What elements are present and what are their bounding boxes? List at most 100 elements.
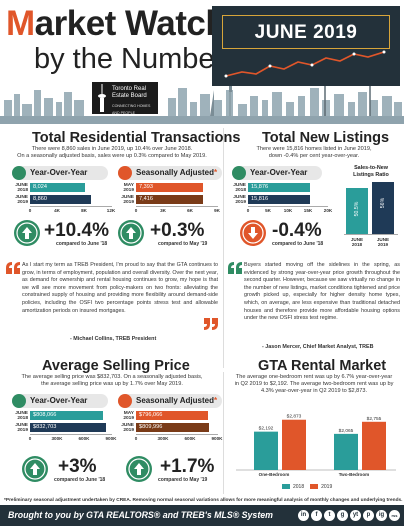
- calendar-icon: [118, 394, 132, 408]
- rental-category-two-bedroom: Two-Bedroom: [338, 472, 370, 477]
- open-quote-icon: [6, 262, 20, 274]
- residential-yoy-row2: JUNE 2019: [15, 195, 28, 206]
- up-arrow-icon: [14, 220, 40, 246]
- logo-subtext: CONNECTING HOMES AND PEOPLE: [112, 104, 151, 115]
- rental-bar-two-bedroom-2019: [362, 421, 386, 470]
- bar-value: 50.5%: [354, 201, 360, 217]
- residential-sa-pct: +0.3%: [150, 220, 205, 241]
- tick-label: 300K: [157, 436, 169, 441]
- listings-yoy-label: Year-Over-Year: [250, 168, 308, 177]
- google-plus-icon[interactable]: g: [337, 510, 348, 521]
- ratio-title: Sales-to-New Listings Ratio: [353, 165, 389, 178]
- twitter-icon[interactable]: t: [324, 510, 335, 521]
- residential-sa-label: Seasonally Adjusted: [136, 168, 214, 177]
- price-sa-marker: *: [213, 396, 218, 405]
- up-arrow-icon: [118, 220, 144, 246]
- president-signature: - Michael Collins, TREB President: [70, 336, 157, 342]
- footer-credit: Brought to you by GTA REALTORS® and TREB…: [8, 510, 273, 520]
- rental-bar-two-bedroom-2018: [334, 433, 358, 470]
- residential-sa-bar-may: 7,393: [136, 183, 203, 192]
- axis-line: [30, 206, 112, 207]
- up-arrow-icon: [22, 456, 48, 482]
- legend-label-2018: 2018: [293, 484, 305, 490]
- listings-desc-1: There were 15,816 homes listed in June 2…: [256, 146, 372, 152]
- up-arrow-icon: [126, 456, 152, 482]
- tick-label: 900K: [211, 436, 223, 441]
- open-quote-icon: [228, 262, 242, 274]
- price-yoy-label: Year-Over-Year: [30, 396, 88, 405]
- rental-desc-2: in Q2 2019 to $2,192. The average two-be…: [234, 381, 394, 387]
- price-yoy-bar-2018: $808,066: [30, 411, 103, 420]
- price-sa-row2: JUNE 2019: [121, 423, 134, 434]
- down-arrow-icon: [240, 220, 266, 246]
- rental-bar-value: $2,065: [339, 428, 354, 434]
- tick-label: 5K: [265, 208, 271, 213]
- calendar-icon: [12, 394, 26, 408]
- axis-line: [30, 434, 112, 435]
- residential-yoy-label: Year-Over-Year: [30, 168, 88, 177]
- treb-logo: Toronto Real Estate Board CONNECTING HOM…: [92, 82, 158, 115]
- axis-line: [344, 234, 398, 235]
- ratio-label-2018: JUNE 2018: [350, 237, 364, 247]
- tick-label: 10K: [283, 208, 293, 213]
- listings-bar-2018: 15,876: [248, 183, 310, 192]
- price-desc-2: the average selling price was up by 1.7%…: [41, 381, 183, 387]
- price-sa-cmp: compared to May '19: [158, 477, 208, 483]
- price-yoy-cmp: compared to June '18: [54, 477, 106, 483]
- axis-line: [248, 206, 328, 207]
- tick-label: 0: [134, 208, 138, 213]
- title-rest: arket Watch: [34, 4, 227, 43]
- linkedin-icon[interactable]: in: [298, 510, 309, 521]
- title-first-letter: M: [6, 4, 35, 43]
- tick-label: 9K: [214, 208, 220, 213]
- rental-legend: 2018 2019: [276, 484, 332, 490]
- tick-label: 0: [246, 208, 250, 213]
- footnote: *Preliminary seasonal adjustment underta…: [4, 498, 403, 503]
- column-divider-top: [223, 128, 224, 368]
- analyst-signature: - Jason Mercer, Chief Market Analyst, TR…: [262, 344, 374, 350]
- price-yoy-pill: Year-Over-Year: [12, 394, 108, 408]
- residential-sa-row2: JUNE 2019: [121, 195, 134, 206]
- bar-value: $832,703: [33, 424, 57, 430]
- rss-icon[interactable]: rss: [389, 510, 400, 521]
- calendar-icon: [118, 166, 132, 180]
- skyline-graphic: [0, 78, 404, 124]
- bar-value: 15,816: [251, 196, 269, 202]
- price-sa-row1: MAY 2019: [123, 411, 134, 422]
- page-subtitle: by the Numbers: [34, 43, 239, 75]
- close-quote-icon: [204, 318, 218, 330]
- legend-swatch-2019: [310, 484, 319, 490]
- rental-bar-one-bedroom-2019: [282, 419, 306, 470]
- pinterest-icon[interactable]: p: [363, 510, 374, 521]
- tick-label: 15K: [303, 208, 313, 213]
- instagram-icon[interactable]: ig: [376, 510, 387, 521]
- tick-label: 900K: [105, 436, 117, 441]
- tick-label: 20K: [323, 208, 333, 213]
- billboard-trend-line: [224, 50, 386, 78]
- axis-line: [136, 434, 218, 435]
- logo-text: Toronto Real Estate Board: [112, 86, 147, 99]
- residential-yoy-bar-2019: 8,860: [30, 195, 91, 204]
- residential-yoy-bar-2018: 8,024: [30, 183, 85, 192]
- residential-sa-pill: Seasonally Adjusted*: [118, 166, 222, 180]
- date-billboard: JUNE 2019: [212, 6, 400, 86]
- rental-category-one-bedroom: One-Bedroom: [258, 472, 290, 477]
- tick-label: 6K: [187, 208, 193, 213]
- residential-sa-row1: MAY 2019: [123, 183, 134, 194]
- price-sa-pill: Seasonally Adjusted*: [118, 394, 222, 408]
- bar-value: $808,066: [33, 412, 57, 418]
- residential-sa-marker: *: [213, 168, 218, 177]
- ratio-label-2019: JUNE 2019: [376, 237, 390, 247]
- listings-pct: -0.4%: [272, 220, 322, 241]
- youtube-icon[interactable]: yt: [350, 510, 361, 521]
- calendar-icon: [12, 166, 26, 180]
- legend-swatch-2018: [282, 484, 290, 490]
- bar-value: $809,996: [139, 424, 163, 430]
- president-quote: As I start my term as TREB President, I'…: [22, 262, 218, 314]
- rental-bar-value: $2,192: [259, 426, 274, 432]
- residential-desc-1: There were 8,860 sales in June 2019, up …: [31, 146, 193, 152]
- listings-bar-2019: 15,816: [248, 195, 310, 204]
- date-frame: JUNE 2019: [222, 15, 390, 49]
- residential-yoy-pct: +10.4%: [44, 220, 109, 241]
- facebook-icon[interactable]: f: [311, 510, 322, 521]
